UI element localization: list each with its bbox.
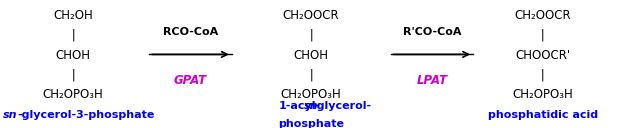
- Text: |: |: [69, 68, 77, 81]
- Text: LPAT: LPAT: [417, 74, 447, 87]
- Text: |: |: [307, 29, 315, 42]
- Text: CH₂OOCR: CH₂OOCR: [283, 9, 340, 22]
- Text: sn: sn: [3, 110, 18, 120]
- Text: CHOH: CHOH: [293, 49, 329, 62]
- Text: RCO-CoA: RCO-CoA: [163, 27, 218, 37]
- Text: CHOOCR': CHOOCR': [516, 49, 570, 62]
- Text: 1-acyl-: 1-acyl-: [278, 101, 321, 111]
- Text: -glycerol-3-phosphate: -glycerol-3-phosphate: [17, 110, 154, 120]
- Text: CH₂OH: CH₂OH: [53, 9, 93, 22]
- Text: GPAT: GPAT: [174, 74, 207, 87]
- Text: CH₂OOCR: CH₂OOCR: [514, 9, 572, 22]
- Text: |: |: [69, 29, 77, 42]
- Text: phosphate: phosphate: [278, 119, 344, 128]
- Text: sn: sn: [304, 101, 318, 111]
- Text: CH₂OPO₃H: CH₂OPO₃H: [281, 88, 342, 101]
- Text: CH₂OPO₃H: CH₂OPO₃H: [43, 88, 104, 101]
- Text: R'CO-CoA: R'CO-CoA: [403, 27, 461, 37]
- Text: |: |: [539, 29, 547, 42]
- Text: CH₂OPO₃H: CH₂OPO₃H: [512, 88, 573, 101]
- Text: phosphatidic acid: phosphatidic acid: [488, 110, 598, 120]
- Text: CHOH: CHOH: [55, 49, 91, 62]
- Text: -glycerol-: -glycerol-: [312, 101, 371, 111]
- Text: |: |: [307, 68, 315, 81]
- Text: |: |: [539, 68, 547, 81]
